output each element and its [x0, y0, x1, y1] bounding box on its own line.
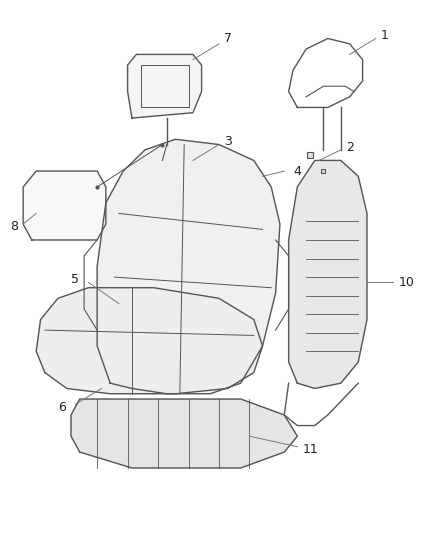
- Polygon shape: [23, 171, 106, 240]
- Polygon shape: [71, 399, 297, 468]
- Text: 4: 4: [293, 165, 301, 177]
- Polygon shape: [127, 54, 201, 118]
- Text: 10: 10: [398, 276, 414, 289]
- Polygon shape: [97, 139, 280, 394]
- Text: 1: 1: [381, 29, 389, 42]
- Text: 2: 2: [346, 141, 353, 154]
- Text: 7: 7: [224, 32, 232, 45]
- Text: 6: 6: [58, 400, 66, 414]
- Polygon shape: [289, 160, 367, 389]
- Text: 8: 8: [11, 220, 18, 233]
- Text: 5: 5: [71, 273, 79, 286]
- Polygon shape: [36, 288, 262, 394]
- Text: 11: 11: [303, 443, 318, 456]
- Text: 3: 3: [224, 135, 232, 148]
